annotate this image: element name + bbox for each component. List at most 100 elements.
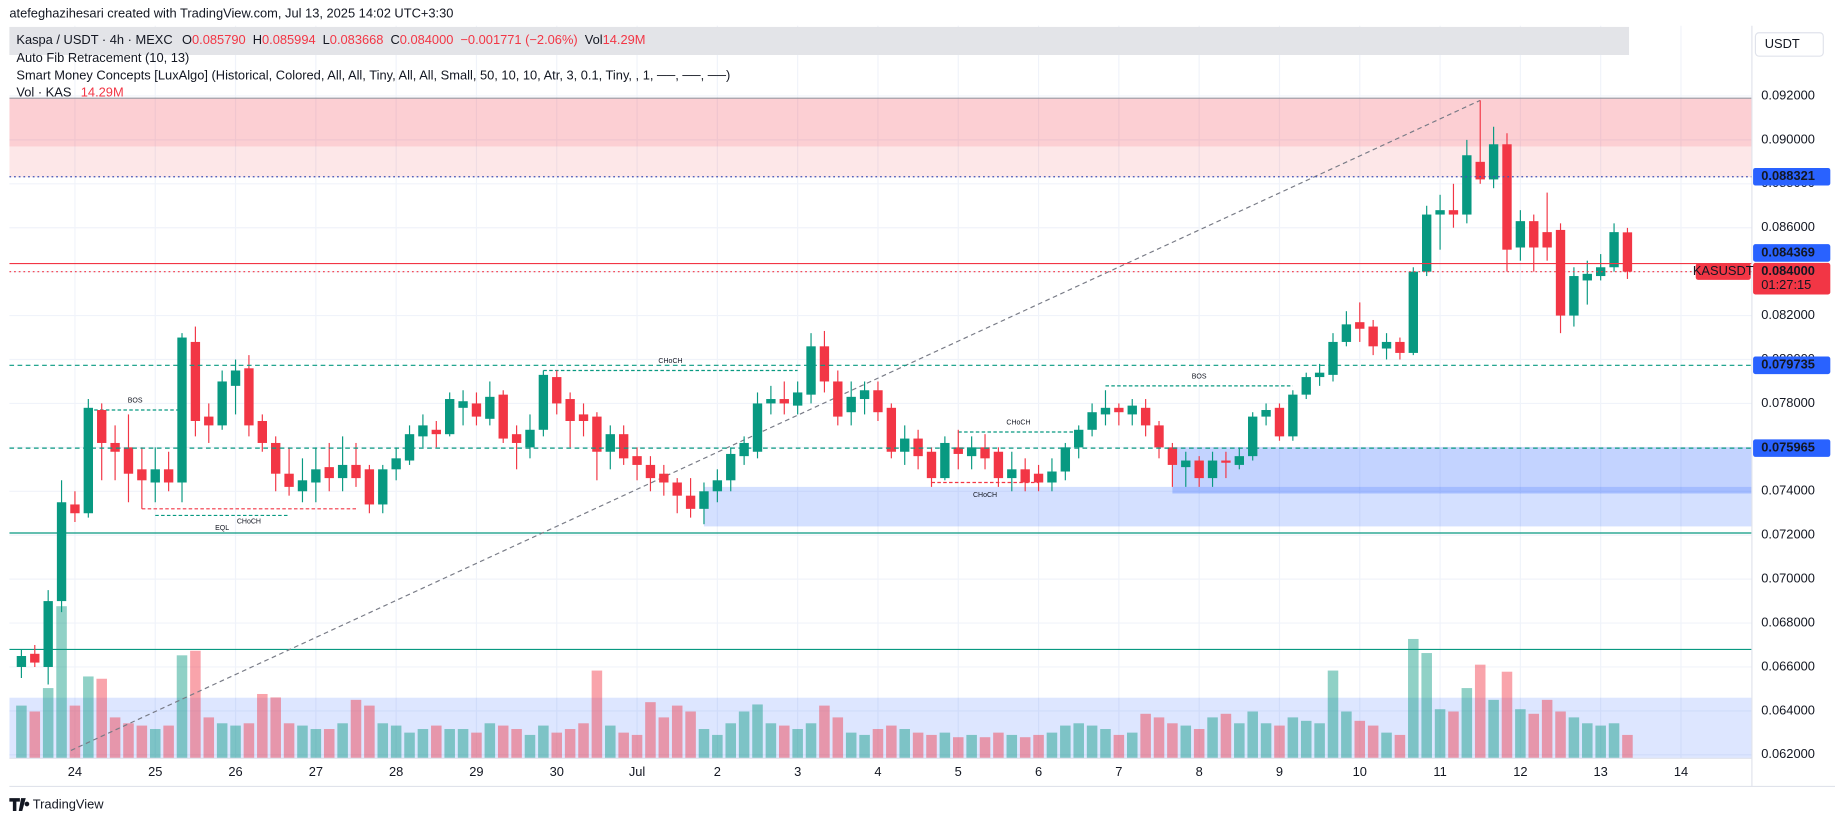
x-tick-label: 11	[1433, 764, 1446, 779]
price-label: 0.075965	[1761, 440, 1815, 455]
candle-body	[16, 655, 27, 667]
last-price-box	[1753, 262, 1831, 295]
candle-body	[859, 390, 870, 400]
zone	[9, 697, 1752, 759]
candle-body	[618, 434, 629, 459]
volume-bar	[404, 732, 415, 759]
volume-bar	[1086, 725, 1098, 759]
volume-bar	[1461, 688, 1473, 759]
x-tick-label: 26	[228, 764, 242, 779]
low-label: L	[323, 32, 330, 47]
candle-body	[1194, 460, 1204, 479]
volume-bar	[1582, 723, 1593, 759]
header: atefeghazihesari created with TradingVie…	[9, 5, 1630, 100]
x-tick-label: 2	[714, 764, 721, 779]
volume-bar	[1541, 699, 1553, 759]
price-label: 0.088321	[1761, 168, 1815, 183]
volume-bar	[1006, 734, 1018, 759]
open-label: O	[182, 32, 192, 47]
volume-bar	[698, 729, 710, 759]
candle-body	[1033, 473, 1044, 483]
structure-label: CHoCH	[658, 358, 682, 365]
volume-bar	[1153, 717, 1165, 759]
y-tick-label: 0.072000	[1761, 527, 1815, 542]
x-tick-label: 30	[550, 764, 564, 779]
volume-bar	[1528, 713, 1540, 759]
candle-body	[1261, 410, 1271, 417]
volume-bar	[323, 729, 335, 759]
price-label-box	[1753, 356, 1831, 375]
volume-bar	[605, 725, 616, 759]
candle-body	[244, 368, 254, 426]
candle-body	[471, 403, 482, 417]
currency-box[interactable]	[1754, 32, 1824, 57]
structure-label: BOS	[1192, 373, 1207, 380]
volume-bar	[926, 734, 937, 759]
indicator[interactable]: Smart Money Concepts [LuxAlgo] (Historic…	[16, 67, 730, 82]
volume-bar	[886, 725, 897, 759]
candle-body	[1622, 232, 1633, 272]
y-tick-label: 0.090000	[1761, 131, 1815, 146]
candle-body	[30, 653, 40, 663]
price-label-box	[1753, 167, 1831, 186]
candle-body	[605, 434, 615, 452]
candle-body	[378, 469, 388, 505]
volume-bar	[1314, 723, 1325, 759]
volume-bar	[350, 699, 362, 759]
volume-bar	[738, 711, 750, 759]
x-tick-label: 3	[794, 764, 801, 779]
volume-bar	[471, 732, 482, 759]
candle-body	[1422, 214, 1432, 272]
candle-body	[190, 341, 201, 421]
candle-body	[257, 420, 267, 443]
candle-body	[1435, 210, 1445, 215]
volume-bar	[899, 729, 910, 759]
zone	[1172, 447, 1752, 494]
volume-bar	[1113, 734, 1125, 759]
candle-body	[364, 469, 375, 505]
y-tick-label: 0.074000	[1761, 483, 1815, 498]
price-label: 0.084369	[1761, 244, 1815, 259]
candle-body	[833, 381, 843, 417]
x-tick-label: 10	[1353, 764, 1367, 779]
candle-body	[792, 392, 803, 406]
volume-bar	[685, 711, 696, 759]
vol-label: Vol	[585, 32, 603, 47]
volume-bar	[671, 705, 683, 759]
candle-body	[1462, 155, 1472, 215]
last-price-label: 0.084000	[1761, 263, 1815, 278]
candle-body	[1542, 232, 1552, 248]
volume-bar	[939, 732, 951, 759]
candle-body	[1207, 460, 1218, 479]
candle-body	[1555, 229, 1566, 316]
x-tick-label: 14	[1674, 764, 1688, 779]
volume-bar	[912, 732, 924, 759]
volume-bar	[1367, 725, 1379, 759]
volume-legend[interactable]: Vol · KAS 14.29M	[16, 85, 123, 100]
volume-bar	[1193, 729, 1205, 759]
candle-body	[1475, 161, 1485, 180]
volume-bar	[1555, 711, 1566, 759]
volume-bar	[645, 702, 656, 759]
volume-bar	[819, 705, 830, 759]
volume-bar	[524, 734, 536, 759]
volume-bar	[190, 650, 201, 759]
close-label: C	[390, 32, 399, 47]
candle-body	[1074, 429, 1084, 448]
volume-bar	[765, 723, 777, 759]
x-tick-label: 12	[1513, 764, 1527, 779]
volume-bar	[149, 729, 161, 759]
candle-body	[659, 473, 669, 483]
credit: atefeghazihesari created with TradingVie…	[9, 5, 453, 20]
candle-body	[1288, 394, 1298, 437]
candle-body	[578, 414, 589, 421]
candle-body	[217, 381, 227, 426]
candle-body	[525, 429, 535, 448]
candle-body	[1181, 460, 1191, 468]
volume-bar	[1501, 671, 1513, 759]
indicator[interactable]: Auto Fib Retracement (10, 13)	[16, 50, 189, 65]
volume-bar	[123, 723, 134, 759]
x-tick-label: 8	[1196, 764, 1203, 779]
candle-body	[498, 394, 508, 439]
volume-bar	[1354, 720, 1366, 759]
